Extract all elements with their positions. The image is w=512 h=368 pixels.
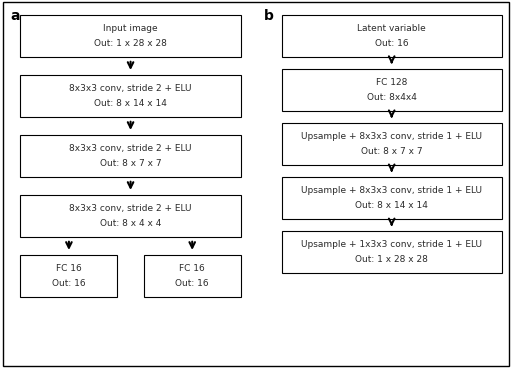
- Text: Upsample + 8x3x3 conv, stride 1 + ELU: Upsample + 8x3x3 conv, stride 1 + ELU: [301, 186, 482, 195]
- Text: Out: 1 x 28 x 28: Out: 1 x 28 x 28: [94, 39, 167, 48]
- FancyBboxPatch shape: [282, 231, 502, 273]
- FancyBboxPatch shape: [282, 177, 502, 219]
- Text: b: b: [264, 9, 273, 23]
- FancyBboxPatch shape: [20, 255, 117, 297]
- Text: Out: 8 x 14 x 14: Out: 8 x 14 x 14: [94, 99, 167, 108]
- FancyBboxPatch shape: [144, 255, 241, 297]
- Text: a: a: [10, 9, 20, 23]
- FancyBboxPatch shape: [20, 75, 241, 117]
- Text: 8x3x3 conv, stride 2 + ELU: 8x3x3 conv, stride 2 + ELU: [69, 204, 192, 213]
- Text: Out: 16: Out: 16: [375, 39, 409, 48]
- Text: Out: 8 x 4 x 4: Out: 8 x 4 x 4: [100, 219, 161, 228]
- FancyBboxPatch shape: [20, 195, 241, 237]
- Text: Out: 16: Out: 16: [176, 279, 209, 288]
- Text: Out: 8x4x4: Out: 8x4x4: [367, 93, 417, 102]
- Text: Upsample + 8x3x3 conv, stride 1 + ELU: Upsample + 8x3x3 conv, stride 1 + ELU: [301, 132, 482, 141]
- FancyBboxPatch shape: [282, 123, 502, 165]
- Text: 8x3x3 conv, stride 2 + ELU: 8x3x3 conv, stride 2 + ELU: [69, 144, 192, 153]
- Text: FC 16: FC 16: [179, 264, 205, 273]
- Text: Out: 8 x 7 x 7: Out: 8 x 7 x 7: [361, 147, 422, 156]
- Text: Out: 8 x 7 x 7: Out: 8 x 7 x 7: [100, 159, 161, 168]
- FancyBboxPatch shape: [20, 135, 241, 177]
- FancyBboxPatch shape: [282, 69, 502, 111]
- Text: Out: 16: Out: 16: [52, 279, 86, 288]
- FancyBboxPatch shape: [282, 15, 502, 57]
- Text: Latent variable: Latent variable: [357, 24, 426, 33]
- Text: 8x3x3 conv, stride 2 + ELU: 8x3x3 conv, stride 2 + ELU: [69, 84, 192, 93]
- Text: FC 128: FC 128: [376, 78, 408, 87]
- FancyBboxPatch shape: [20, 15, 241, 57]
- Text: Upsample + 1x3x3 conv, stride 1 + ELU: Upsample + 1x3x3 conv, stride 1 + ELU: [301, 240, 482, 250]
- Text: Out: 1 x 28 x 28: Out: 1 x 28 x 28: [355, 255, 428, 264]
- Text: FC 16: FC 16: [56, 264, 82, 273]
- Text: Input image: Input image: [103, 24, 158, 33]
- Text: Out: 8 x 14 x 14: Out: 8 x 14 x 14: [355, 201, 428, 210]
